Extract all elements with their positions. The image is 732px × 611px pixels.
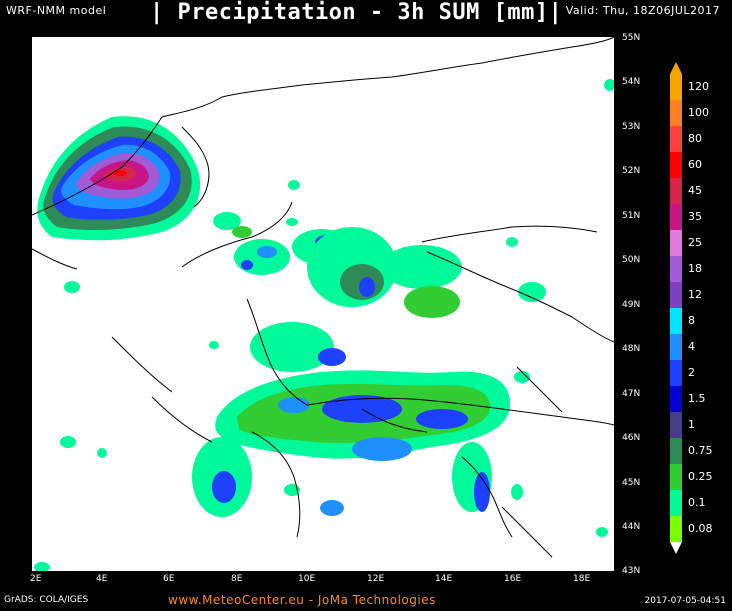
legend-swatch (670, 178, 682, 204)
lat-label: 44N (622, 522, 641, 532)
legend-colorbar (670, 62, 682, 554)
lat-label: 48N (622, 344, 641, 354)
legend-swatch (670, 204, 682, 230)
legend-value: 0.1 (688, 496, 706, 509)
lat-label: 53N (622, 122, 641, 132)
lat-label: 54N (622, 77, 641, 87)
lat-label: 51N (622, 211, 641, 221)
timestamp: 2017-07-05-04:51 (644, 596, 727, 606)
lon-label: 4E (96, 574, 108, 584)
lon-label: 16E (504, 574, 522, 584)
legend-swatch (670, 308, 682, 334)
legend-swatch (670, 230, 682, 256)
legend-value: 25 (688, 236, 702, 249)
legend-value: 2 (688, 366, 695, 379)
legend-value: 120 (688, 80, 709, 93)
legend-swatch (670, 256, 682, 282)
lat-label: 49N (622, 300, 641, 310)
legend-value: 0.25 (688, 470, 713, 483)
lon-label: 2E (30, 574, 42, 584)
legend-swatch (670, 464, 682, 490)
site-credit: www.MeteoCenter.eu - JoMa Technologies (168, 593, 436, 607)
legend-swatches (670, 62, 682, 554)
legend-swatch (670, 360, 682, 386)
legend-swatch (670, 412, 682, 438)
legend-swatch (670, 386, 682, 412)
legend-swatch (670, 126, 682, 152)
legend-swatch (670, 490, 682, 516)
legend-swatch (670, 282, 682, 308)
model-label: WRF-NMM model (6, 4, 107, 17)
legend-value: 4 (688, 340, 695, 353)
lat-label: 55N (622, 33, 641, 43)
lon-label: 10E (298, 574, 316, 584)
legend-value: 60 (688, 158, 702, 171)
precip-field (34, 79, 614, 571)
lat-label: 46N (622, 433, 641, 443)
lon-label: 14E (435, 574, 453, 584)
legend-value: 80 (688, 132, 702, 145)
legend-swatch (670, 438, 682, 464)
legend-value: 1 (688, 418, 695, 431)
precipitation-map (32, 37, 614, 571)
precip-cells-central (64, 79, 614, 383)
legend-value: 45 (688, 184, 702, 197)
legend-swatch (670, 152, 682, 178)
legend-swatch (670, 516, 682, 542)
lon-label: 6E (163, 574, 175, 584)
lat-label: 50N (622, 255, 641, 265)
legend-swatch (670, 100, 682, 126)
legend-value: 100 (688, 106, 709, 119)
grads-credit: GrADS: COLA/IGES (4, 595, 89, 605)
lat-label: 47N (622, 389, 641, 399)
legend-value: 0.08 (688, 522, 713, 535)
precip-cells-alps (34, 370, 608, 571)
precip-cell-west (37, 116, 201, 241)
legend-value: 35 (688, 210, 702, 223)
map-title: | Precipitation - 3h SUM [mm]| (150, 0, 563, 25)
lon-label: 18E (573, 574, 591, 584)
lat-label: 45N (622, 478, 641, 488)
legend-value: 1.5 (688, 392, 706, 405)
valid-time: Valid: Thu, 18Z06JUL2017 (565, 4, 720, 17)
lon-label: 8E (231, 574, 243, 584)
lat-label: 52N (622, 166, 641, 176)
lon-label: 12E (367, 574, 385, 584)
legend-arrow-top (670, 62, 682, 74)
legend-value: 8 (688, 314, 695, 327)
legend-arrow-bottom (670, 542, 682, 554)
legend-value: 0.75 (688, 444, 713, 457)
borders (32, 37, 614, 558)
lat-label: 43N (622, 566, 641, 576)
legend-value: 18 (688, 262, 702, 275)
legend-value: 12 (688, 288, 702, 301)
legend-swatch (670, 334, 682, 360)
legend-swatch (670, 74, 682, 100)
